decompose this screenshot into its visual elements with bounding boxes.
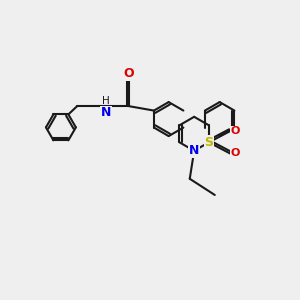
Text: N: N (101, 106, 111, 119)
Text: O: O (231, 148, 240, 158)
Text: H: H (102, 96, 110, 106)
Text: S: S (204, 136, 213, 149)
Text: O: O (231, 126, 240, 136)
Text: O: O (124, 67, 134, 80)
Text: N: N (189, 144, 200, 157)
